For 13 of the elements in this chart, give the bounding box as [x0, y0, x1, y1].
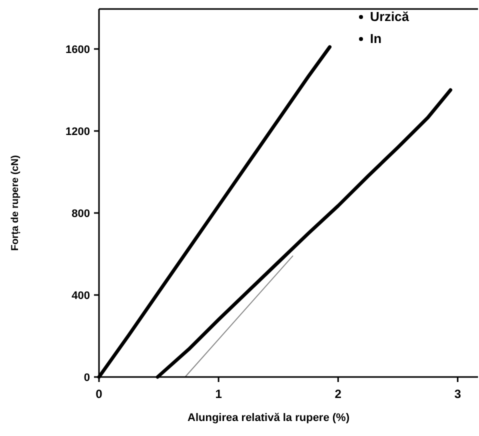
- y-tick-label: 1600: [66, 44, 90, 56]
- y-tick-label: 400: [72, 290, 90, 302]
- legend-label: Urzică: [370, 9, 410, 24]
- y-tick-label: 800: [72, 208, 90, 220]
- y-axis-title: Forța de rupere (cN): [10, 155, 21, 251]
- x-axis-title: Alungirea relativă la rupere (%): [188, 412, 350, 424]
- x-tick-label: 2: [334, 387, 342, 401]
- x-tick-label: 1: [215, 387, 222, 401]
- legend-label: In: [370, 31, 382, 46]
- y-tick-label: 1200: [66, 126, 90, 138]
- y-tick-label: 0: [84, 372, 90, 384]
- x-tick-label: 3: [454, 387, 462, 401]
- x-tick-label: 0: [96, 387, 103, 401]
